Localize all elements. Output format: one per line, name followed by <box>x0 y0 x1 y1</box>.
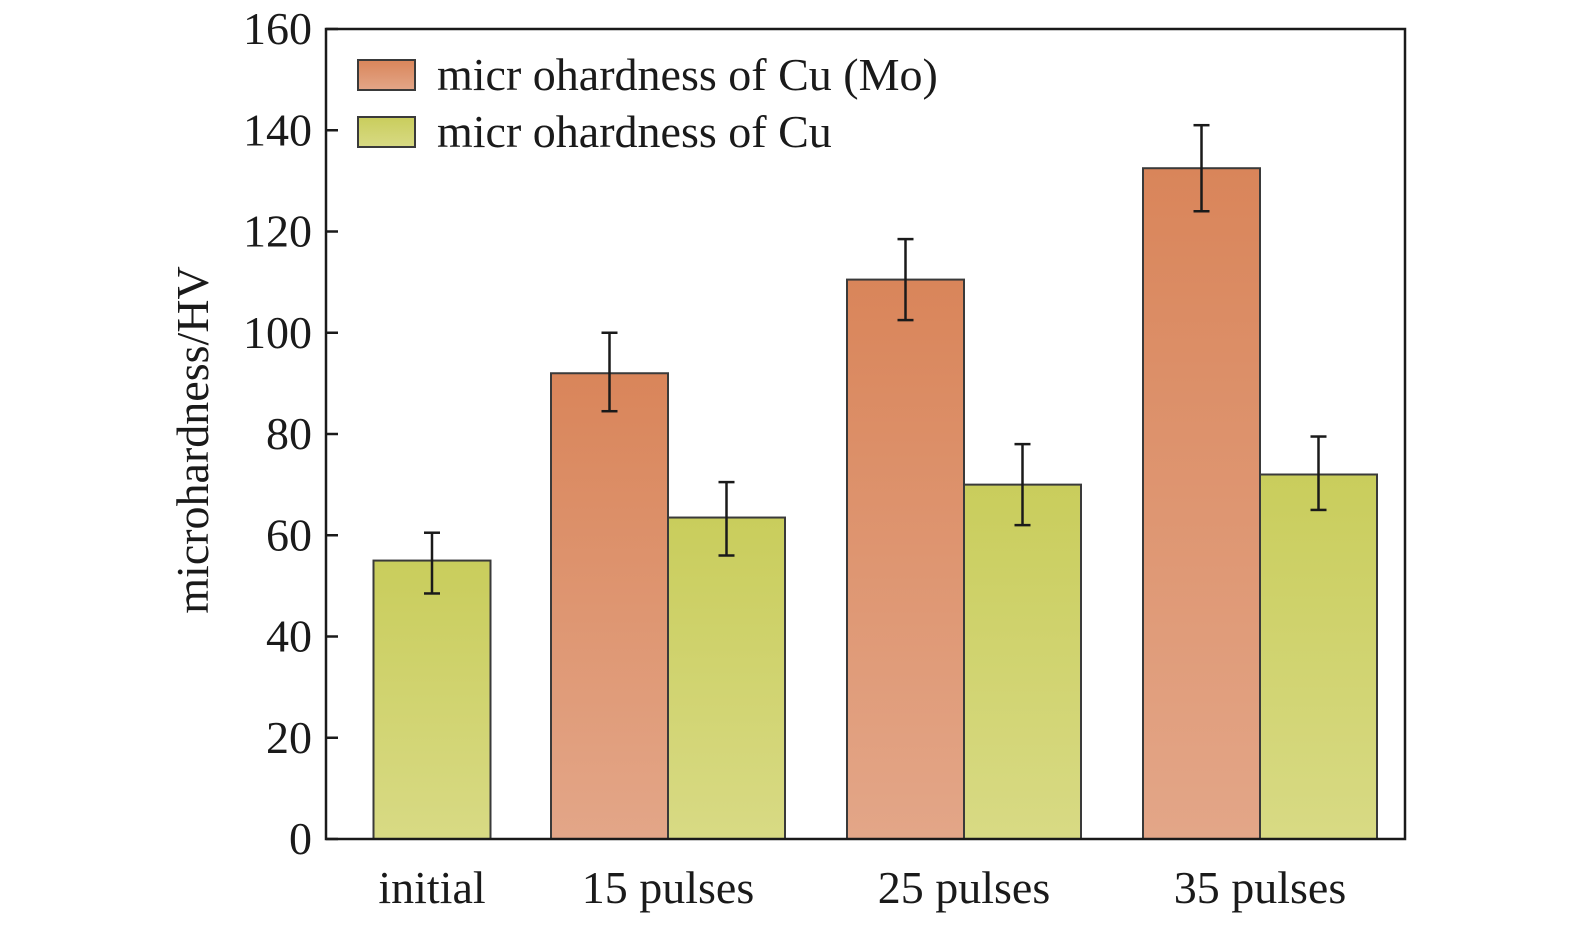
x-tick-label: 35 pulses <box>1174 862 1347 913</box>
bar-cu-mo-1 <box>550 372 669 840</box>
x-tick-label: 25 pulses <box>878 862 1051 913</box>
legend-label: micr ohardness of Cu (Mo) <box>437 49 938 100</box>
y-axis-label: microhardness/HV <box>167 266 218 613</box>
bar-cu-1 <box>667 516 786 840</box>
y-tick-label: 0 <box>289 813 312 864</box>
bar-cu-3 <box>1259 473 1378 840</box>
y-tick-label: 160 <box>243 3 312 54</box>
x-tick-label: initial <box>378 862 485 913</box>
legend: micr ohardness of Cu (Mo) micr ohardness … <box>357 49 938 157</box>
y-tick-label: 100 <box>243 307 312 358</box>
legend-swatch <box>357 59 416 91</box>
y-tick-label: 60 <box>266 509 312 560</box>
y-tick-label: 80 <box>266 408 312 459</box>
bar-cu-2 <box>963 483 1082 840</box>
bar-cu-mo-3 <box>1142 167 1261 840</box>
y-tick-label: 120 <box>243 206 312 257</box>
y-tick-label: 20 <box>266 712 312 763</box>
y-tick-label: 40 <box>266 611 312 662</box>
bar-cu-0 <box>372 559 492 840</box>
legend-swatch <box>357 116 416 148</box>
plot-area <box>372 123 1378 840</box>
axes: 0 20 40 60 80 100 120 140 160 microhardness/HV ini… <box>167 3 1407 913</box>
y-tick-label: 140 <box>243 104 312 155</box>
x-tick-label: 15 pulses <box>582 862 755 913</box>
bar-cu-mo-2 <box>846 278 965 840</box>
legend-label: micr ohardness of Cu <box>437 106 832 157</box>
